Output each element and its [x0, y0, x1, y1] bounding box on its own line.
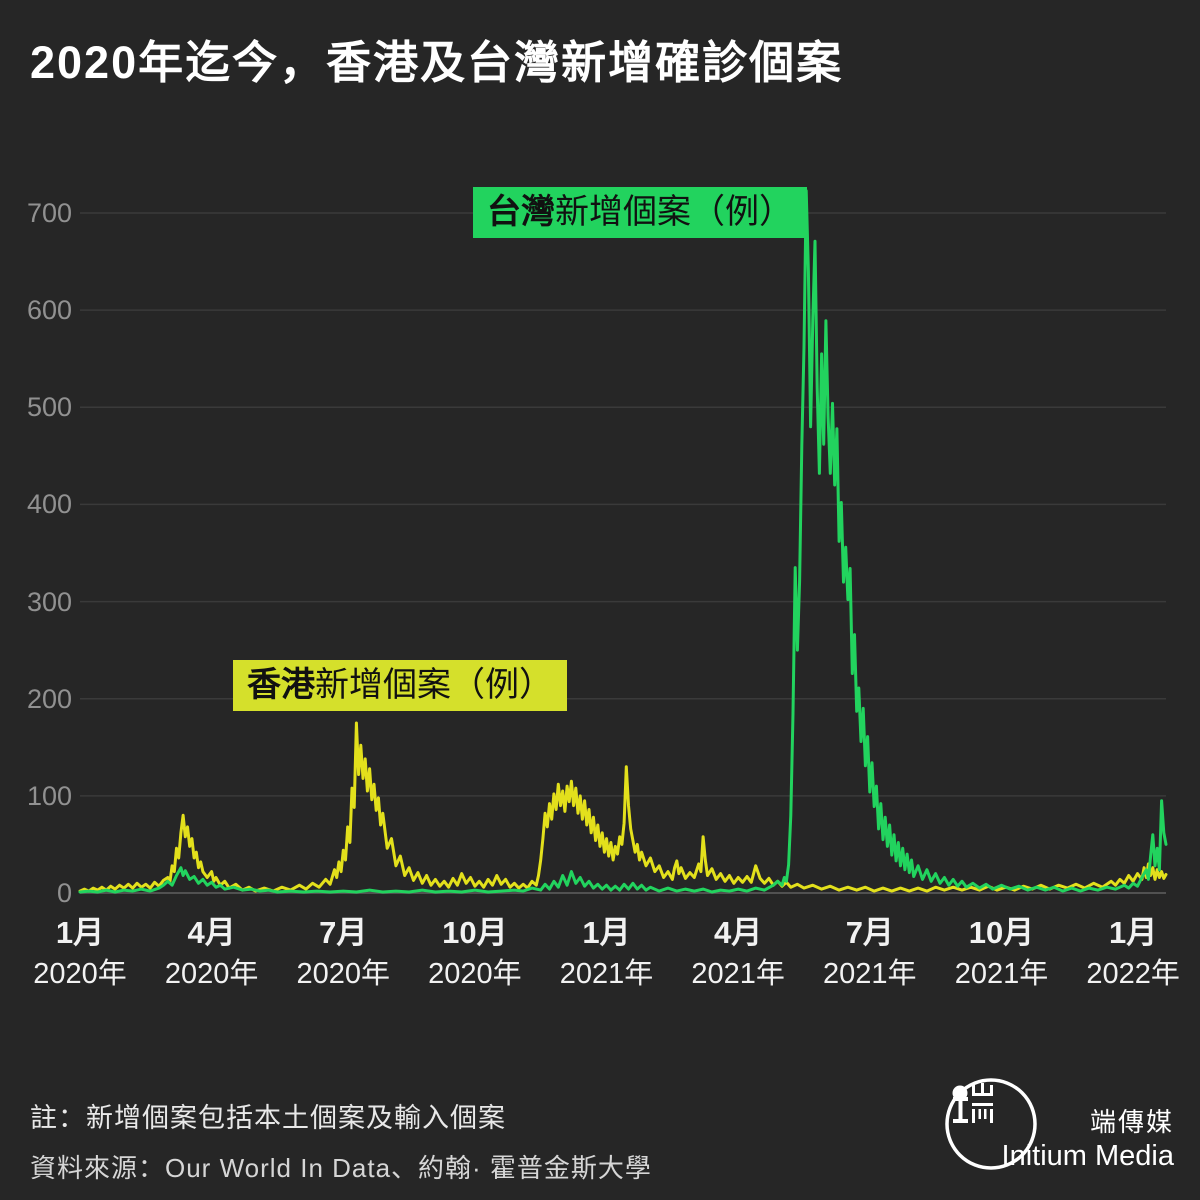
- y-tick-label-100: 100: [26, 780, 72, 811]
- x-tick-month: 1月: [1108, 915, 1158, 950]
- x-tick-year: 2020年: [428, 958, 522, 990]
- x-tick-month: 7月: [845, 915, 894, 950]
- initium-logo-icon: [945, 1078, 1037, 1170]
- data-source: 資料來源：Our World In Data、約翰· 霍普金斯大學: [30, 1153, 652, 1183]
- x-tick-label-1月-2021年: 1月 2021年: [532, 915, 682, 991]
- x-tick-label-4月-2021年: 4月 2021年: [663, 915, 813, 991]
- x-tick-month: 4月: [187, 915, 236, 950]
- x-tick-year: 2021年: [823, 958, 917, 990]
- legend-hongkong-badge: 香港新增個案（例）: [233, 660, 567, 711]
- y-tick-label-700: 700: [26, 198, 72, 228]
- x-tick-year: 2020年: [296, 958, 391, 990]
- y-tick-label-500: 500: [26, 392, 72, 423]
- legend-taiwan-label: 新增個案（例）: [555, 193, 793, 231]
- taiwan-line: [78, 189, 1168, 894]
- y-tick-label-0: 0: [56, 878, 72, 908]
- brand-block: 端傳媒 Initium Media: [1002, 1106, 1174, 1174]
- x-tick-year: 2021年: [954, 958, 1049, 990]
- page-title: 2020年迄今，香港及台灣新增確診個案: [30, 37, 844, 88]
- legend-taiwan-region: 台灣: [487, 193, 555, 231]
- x-tick-label-4月-2020年: 4月 2020年: [137, 915, 287, 991]
- x-tick-month: 7月: [319, 915, 368, 950]
- x-tick-label-7月-2021年: 7月 2021年: [795, 915, 945, 991]
- legend-hongkong-region: 香港: [247, 666, 315, 704]
- x-tick-year: 2021年: [559, 958, 654, 990]
- x-tick-year: 2020年: [33, 958, 127, 990]
- x-tick-year: 2021年: [691, 958, 785, 990]
- y-tick-label-600: 600: [26, 295, 72, 326]
- brand-name-en: Initium Media: [1001, 1140, 1174, 1172]
- y-tick-label-400: 400: [26, 489, 72, 520]
- x-tick-month: 1月: [582, 915, 631, 950]
- x-tick-label-1月-2020年: 1月 2020年: [5, 915, 155, 991]
- x-tick-month: 4月: [714, 915, 763, 950]
- y-tick-label-200: 200: [26, 683, 72, 714]
- x-tick-label-7月-2020年: 7月 2020年: [268, 915, 418, 991]
- footnote: 註：新增個案包括本土個案及輸入個案: [30, 1103, 506, 1133]
- x-tick-month: 10月: [968, 915, 1035, 950]
- legend-hongkong-label: 新增個案（例）: [315, 666, 553, 704]
- x-tick-label-10月-2021年: 10月 2021年: [926, 915, 1076, 991]
- x-tick-year: 2020年: [164, 958, 259, 990]
- hongkong-line: [78, 721, 1168, 893]
- legend-taiwan-badge: 台灣新增個案（例）: [473, 187, 807, 238]
- x-tick-year: 2022年: [1086, 958, 1180, 990]
- y-tick-label-300: 300: [26, 586, 72, 617]
- x-tick-label-1月-2022年: 1月 2022年: [1058, 915, 1200, 991]
- brand-name-zh: 端傳媒: [1089, 1107, 1174, 1137]
- x-tick-month: 1月: [55, 915, 105, 950]
- x-tick-label-10月-2020年: 10月 2020年: [400, 915, 550, 991]
- x-tick-month: 10月: [442, 915, 508, 950]
- chart-svg: [78, 189, 1168, 894]
